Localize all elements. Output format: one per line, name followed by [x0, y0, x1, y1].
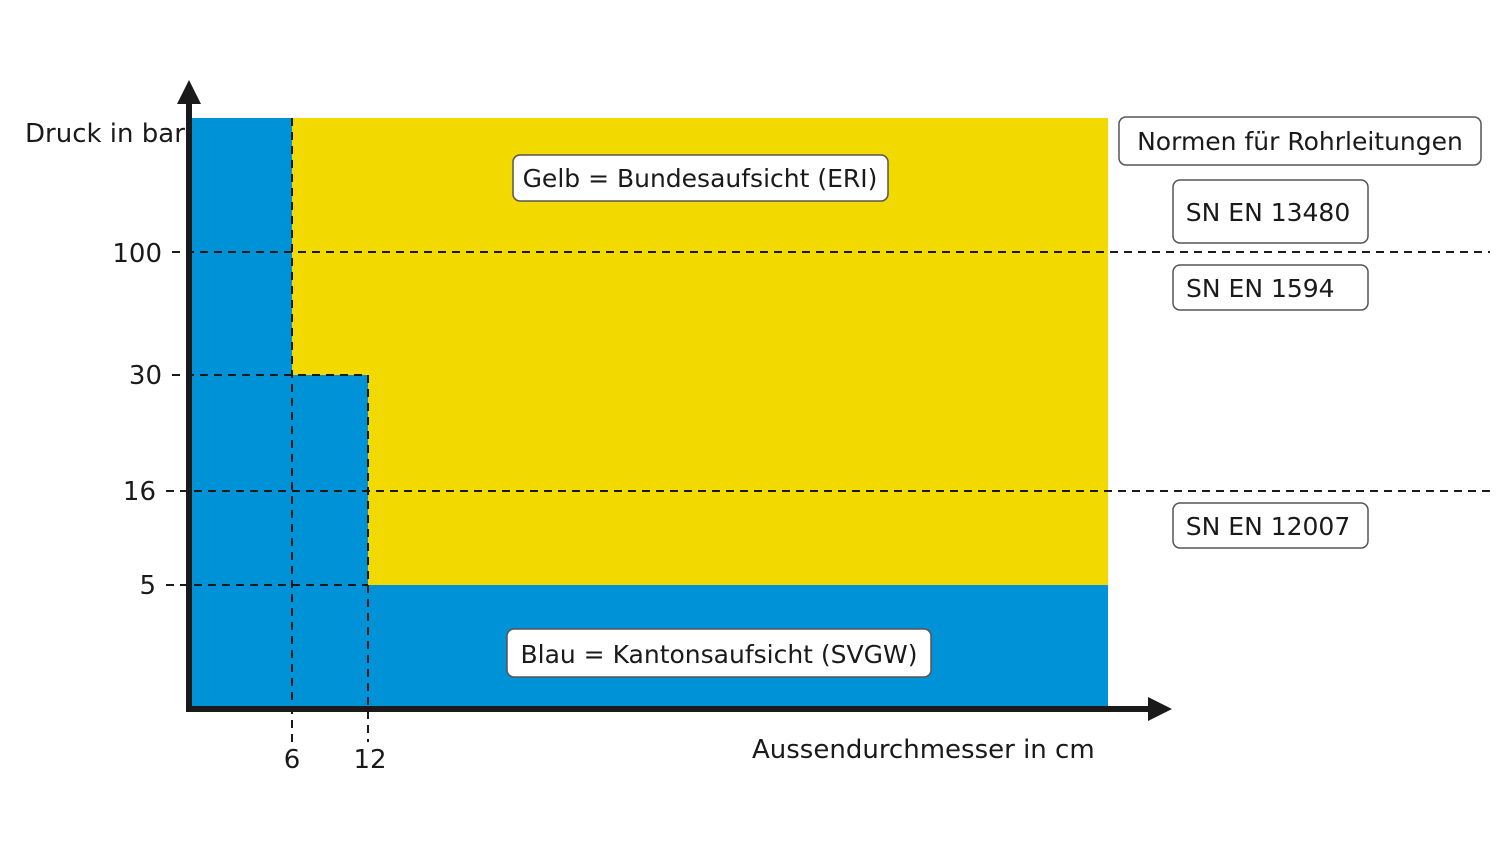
y-tick-label: 30 [129, 361, 162, 391]
yellow-region-label: Gelb = Bundesaufsicht (ERI) [523, 164, 878, 193]
norm-box-13480: SN EN 13480 [1172, 179, 1369, 244]
norms-title-box: Normen für Rohrleitungen [1118, 116, 1482, 166]
blue-region-label: Blau = Kantonsaufsicht (SVGW) [520, 640, 917, 669]
x-tick-label: 6 [284, 745, 301, 775]
y-tick-label: 16 [123, 477, 156, 507]
x-tick-label: 12 [353, 745, 386, 775]
norms-title: Normen für Rohrleitungen [1137, 127, 1463, 156]
y-tick-label: 100 [112, 239, 162, 269]
x-axis-arrow [1148, 697, 1172, 721]
norm-box-12007: SN EN 12007 [1172, 502, 1369, 549]
y-tick-label: 5 [139, 571, 156, 601]
y-axis-label: Druck in bar [25, 119, 185, 149]
yellow-region-label-box: Gelb = Bundesaufsicht (ERI) [512, 154, 889, 202]
x-axis-label: Aussendurchmesser in cm [752, 735, 1095, 765]
blue-region-label-box: Blau = Kantonsaufsicht (SVGW) [506, 628, 932, 678]
norm-label: SN EN 1594 [1186, 274, 1335, 303]
norm-label: SN EN 13480 [1186, 198, 1351, 227]
norm-label: SN EN 12007 [1186, 512, 1351, 541]
norm-box-1594: SN EN 1594 [1172, 264, 1369, 311]
y-axis-arrow [177, 80, 201, 104]
